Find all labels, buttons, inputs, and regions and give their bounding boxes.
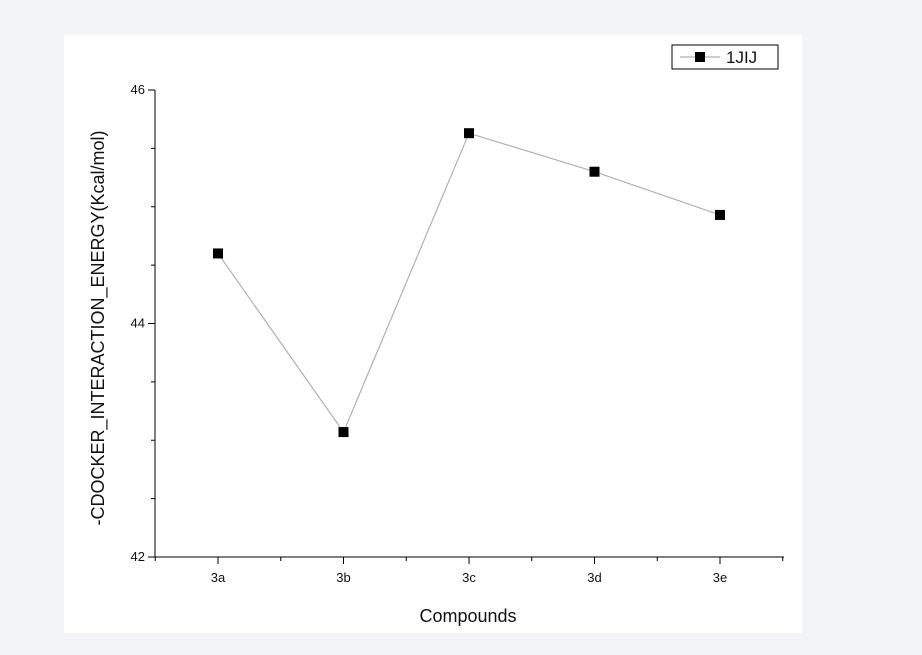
data-point-marker xyxy=(213,248,223,259)
y-tick-label: 42 xyxy=(131,549,145,564)
x-tick-label: 3b xyxy=(336,570,350,585)
legend-marker-swatch xyxy=(695,52,705,62)
y-tick-label: 44 xyxy=(131,316,145,331)
x-tick-label: 3c xyxy=(462,570,476,585)
y-axis-title: -CDOCKER_INTERACTION_ENERGY(Kcal/mol) xyxy=(88,130,109,525)
legend-label: 1JIJ xyxy=(726,48,757,67)
data-point-marker xyxy=(338,427,349,438)
data-point-marker xyxy=(589,166,600,177)
x-tick-label: 3a xyxy=(211,570,226,585)
x-axis-title: Compounds xyxy=(419,606,516,626)
x-tick-label: 3e xyxy=(713,570,727,585)
data-point-marker xyxy=(464,128,474,139)
chart-panel xyxy=(64,35,802,633)
y-tick-label: 46 xyxy=(131,82,145,97)
x-tick-label: 3d xyxy=(587,570,601,585)
data-point-marker xyxy=(715,209,725,220)
series-line xyxy=(217,132,721,434)
